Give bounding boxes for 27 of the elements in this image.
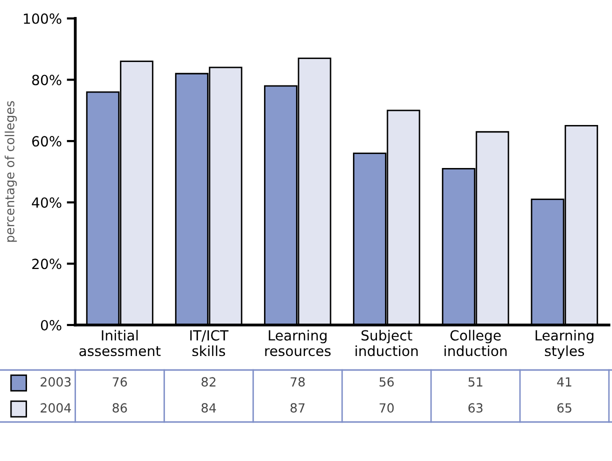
data-label: 76 xyxy=(112,377,127,387)
data-label: 78 xyxy=(290,377,305,387)
data-label: 70 xyxy=(380,403,394,413)
data-label: 51 xyxy=(468,377,482,387)
x-tick-label: Initial assessment xyxy=(79,330,161,356)
x-tick-label: College induction xyxy=(444,330,507,356)
data-label: 82 xyxy=(202,377,216,387)
data-label: 87 xyxy=(290,403,305,413)
data-label: 63 xyxy=(468,403,482,413)
y-tick-label: 80% xyxy=(32,74,62,86)
y-tick-label: 20% xyxy=(32,258,62,270)
data-label: 86 xyxy=(112,403,127,413)
x-tick-label: Subject induction xyxy=(356,330,418,356)
y-tick-label: 0% xyxy=(40,320,62,330)
data-label: 41 xyxy=(557,377,572,386)
x-tick-label: Learning styles xyxy=(536,330,594,359)
x-tick-label: Learning resources xyxy=(265,330,331,356)
legend-label: 2003 xyxy=(40,377,71,387)
y-axis-title: percentage of colleges xyxy=(4,101,17,242)
data-label: 56 xyxy=(380,377,394,387)
data-label: 65 xyxy=(557,403,572,413)
y-tick-label: 60% xyxy=(32,136,62,147)
y-tick-label: 40% xyxy=(32,197,62,208)
legend-label: 2004 xyxy=(40,403,71,413)
data-label: 84 xyxy=(202,403,216,413)
y-tick-label: 100% xyxy=(24,13,62,24)
x-tick-label: IT/ICT skills xyxy=(190,330,228,356)
